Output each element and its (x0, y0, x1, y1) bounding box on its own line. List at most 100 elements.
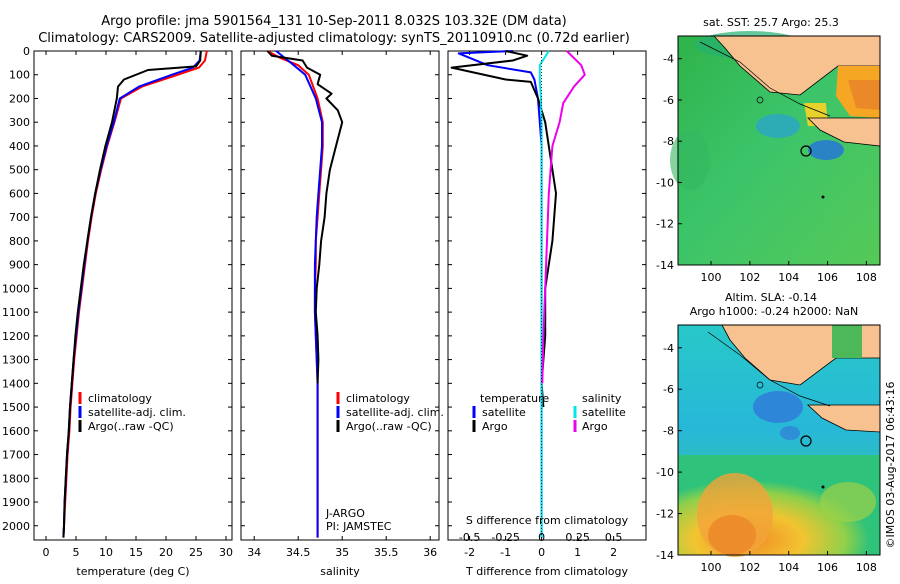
depth-axis: 0 100 200 300 400 500 600 700 800 900 1000 1100 1200… (2, 45, 646, 533)
annotation-j-argo: J-ARGO (325, 507, 365, 520)
depth-tick-label: 1000 (2, 282, 30, 295)
legend-satellite-adj: satellite-adj. clim. (346, 406, 444, 419)
s-tick-label: -0.25 (491, 531, 519, 544)
legend-argo: Argo(..raw -QC) (346, 420, 432, 433)
series-line-argo-raw-qc (266, 50, 344, 384)
x-tick-label: 10 (99, 546, 113, 559)
t-difference-xlabel: T difference from climatology (465, 565, 628, 578)
map-y-tick-label: -6 (663, 383, 674, 396)
map-x-tick-label: 108 (856, 561, 877, 574)
difference-panel: -2 -1 0 1 2 -0.5 -0.25 0 0.25 0.5 (450, 50, 623, 559)
series-line-salinity-satellite (538, 50, 550, 538)
sst-patch (670, 130, 710, 190)
legend-climatology: climatology (88, 392, 152, 405)
depth-tick-label: 2000 (2, 520, 30, 533)
x-tick-label: 34.5 (286, 546, 311, 559)
temperature-panel-frame (33, 50, 233, 541)
depth-tick-label: 1600 (2, 425, 30, 438)
map-x-tick-label: 100 (701, 271, 722, 284)
sst-cool-patch (756, 114, 800, 138)
temperature-legend: climatology satellite-adj. clim. Argo(..… (78, 392, 186, 433)
sla-high-patch (708, 515, 756, 555)
x-tick-label: 5 (73, 546, 80, 559)
depth-tick-label: 1400 (2, 377, 30, 390)
x-tick-label: 2 (610, 546, 617, 559)
sla-low-patch (780, 426, 800, 440)
map-x-tick-label: 108 (856, 271, 877, 284)
map-y-tick-label: -10 (656, 176, 674, 189)
sla-map (677, 324, 881, 557)
depth-tick-label: 1700 (2, 449, 30, 462)
depth-tick-label: 1300 (2, 354, 30, 367)
depth-tick-label: 400 (9, 140, 30, 153)
sst-coast-contour (699, 41, 831, 117)
sla-island-contour (756, 381, 764, 389)
sla-coast-contour (707, 331, 831, 407)
legend-temp-argo: Argo (482, 420, 508, 433)
depth-tick-label: 700 (9, 211, 30, 224)
depth-tick-label: 1100 (2, 306, 30, 319)
s-difference-xlabel: S difference from climatology (466, 514, 629, 527)
sst-map-axes: 100 102 104 106 108 -4 -6 -8 -10 -12 -14 (656, 53, 877, 284)
map-y-tick-label: -8 (663, 425, 674, 438)
series-line-satellite-adj-clim (275, 50, 323, 538)
x-tick-label: 1 (574, 546, 581, 559)
salinity-panel: 34 34.5 35 35.5 36 (247, 50, 437, 559)
salinity-xlabel: salinity (320, 565, 360, 578)
series-line-climatology (62, 50, 208, 538)
temperature-panel: 0 5 10 15 20 25 30 (43, 50, 233, 559)
annotation-pi-jamstec: PI: JAMSTEC (326, 520, 392, 533)
s-tick-label: 0.5 (605, 531, 623, 544)
map-x-tick-label: 104 (778, 561, 799, 574)
depth-tick-label: 1800 (2, 472, 30, 485)
depth-tick-label: 800 (9, 235, 30, 248)
series-line-satellite-adj-clim (62, 50, 202, 538)
x-tick-label: 35.5 (374, 546, 399, 559)
map-y-tick-label: -4 (663, 53, 674, 66)
figure-title-line1: Argo profile: jma 5901564_131 10-Sep-201… (101, 14, 567, 29)
depth-tick-label: 1500 (2, 401, 30, 414)
argo-position-marker (800, 145, 812, 157)
x-tick-label: 0 (538, 546, 545, 559)
depth-tick-label: 1200 (2, 330, 30, 343)
x-tick-label: 15 (129, 546, 143, 559)
sla-high-patch (820, 482, 876, 522)
legend-satellite-adj: satellite-adj. clim. (88, 406, 186, 419)
s-tick-label: -0.5 (459, 531, 480, 544)
legend-sal-argo: Argo (582, 420, 608, 433)
sla-island-dot (821, 485, 825, 489)
map-x-tick-label: 100 (701, 561, 722, 574)
figure-title-line2: Climatology: CARS2009. Satellite-adjuste… (38, 31, 630, 46)
sla-map-axes: 100 102 104 106 108 -4 -6 -8 -10 -12 -14 (656, 342, 877, 574)
sst-land-java (807, 117, 881, 147)
temperature-xlabel: temperature (deg C) (76, 565, 189, 578)
map-x-tick-label: 106 (817, 271, 838, 284)
x-tick-label: 36 (423, 546, 437, 559)
sla-low-patch (753, 391, 803, 423)
argo-position-marker (800, 435, 812, 447)
x-tick-label: 0 (43, 546, 50, 559)
sst-map-title: sat. SST: 25.7 Argo: 25.3 (703, 16, 839, 29)
map-y-tick-label: -14 (656, 259, 674, 272)
s-tick-label: 0.25 (565, 531, 590, 544)
sst-map-frame (677, 35, 881, 266)
series-line-argo-raw-qc (62, 50, 202, 538)
legend-temp-satellite: satellite (482, 406, 526, 419)
x-tick-label: -2 (464, 546, 475, 559)
sla-map-title: Altim. SLA: -0.14 (725, 291, 817, 304)
difference-panel-frame (447, 50, 647, 541)
legend-sal-satellite: satellite (582, 406, 626, 419)
depth-tick-label: 600 (9, 187, 30, 200)
sst-map (670, 31, 881, 266)
sst-cool-patch (808, 140, 844, 160)
x-tick-label: 25 (189, 546, 203, 559)
series-line-temperature-argo (450, 50, 557, 408)
x-tick-label: 30 (219, 546, 233, 559)
map-y-tick-label: -8 (663, 135, 674, 148)
map-x-tick-label: 104 (778, 271, 799, 284)
legend-header-salinity: salinity (582, 392, 622, 405)
map-y-tick-label: -14 (656, 549, 674, 562)
map-y-tick-label: -12 (656, 508, 674, 521)
